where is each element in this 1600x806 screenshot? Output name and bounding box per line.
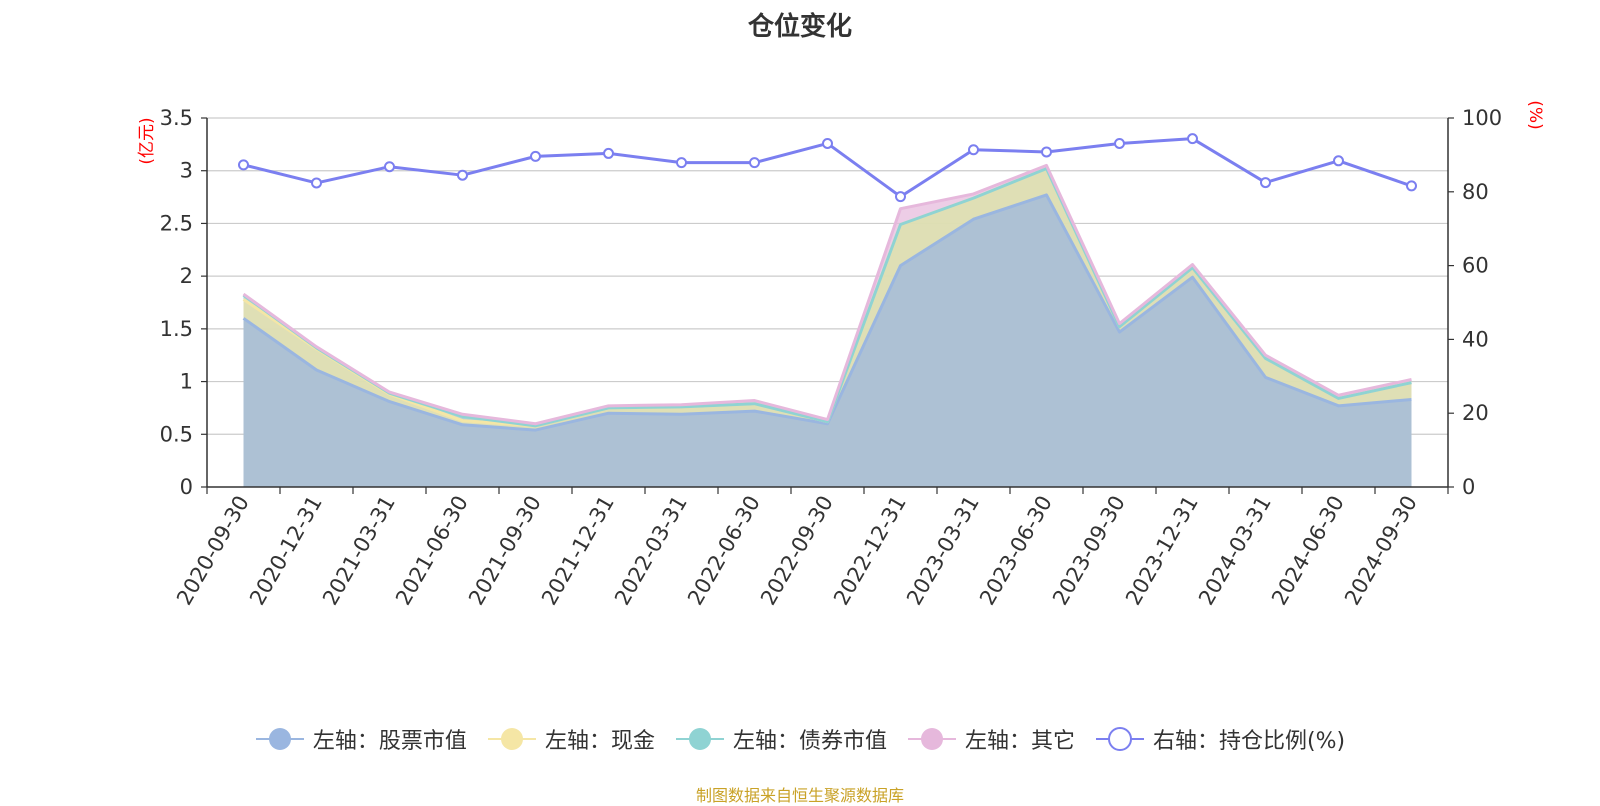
legend-item[interactable]: 左轴：现金 xyxy=(487,723,655,755)
right-tick-label: 100 xyxy=(1462,106,1502,130)
ratio-point xyxy=(457,169,468,181)
ratio-point xyxy=(530,150,541,162)
legend-label: 左轴：股票市值 xyxy=(312,729,467,754)
right-tick-label: 60 xyxy=(1462,254,1489,278)
left-tick-label: 3 xyxy=(180,159,193,183)
x-tick-label: 2023-12-31 xyxy=(1121,492,1203,610)
x-tick-label: 2021-09-30 xyxy=(464,492,546,610)
ratio-point xyxy=(384,161,395,173)
area-line-2 xyxy=(242,167,1412,428)
chart-title: 仓位变化 xyxy=(747,12,852,42)
x-tick-label: 2023-03-31 xyxy=(902,492,984,610)
left-tick-label: 2.5 xyxy=(160,211,193,235)
legend-label: 左轴：债券市值 xyxy=(732,729,887,754)
left-tick-label: 0.5 xyxy=(160,422,193,446)
area-line-3 xyxy=(242,163,1412,426)
right-axis-unit: (%) xyxy=(1525,100,1545,129)
ratio-point xyxy=(1333,155,1344,167)
x-tick-label: 2023-06-30 xyxy=(975,492,1057,610)
legend-swatch xyxy=(487,728,536,750)
source-note: 制图数据来自恒生聚源数据库 xyxy=(695,786,904,805)
legend-label: 左轴：现金 xyxy=(544,729,655,754)
left-tick-label: 3.5 xyxy=(160,106,193,130)
ratio-point xyxy=(676,157,687,169)
legend-swatch xyxy=(1095,727,1144,751)
x-tick-label: 2024-03-31 xyxy=(1194,492,1276,610)
left-tick-label: 0 xyxy=(180,475,193,499)
legend-swatch xyxy=(675,728,724,750)
x-tick-label: 2021-06-30 xyxy=(391,492,473,610)
legend: 左轴：股票市值 左轴：现金 左轴：债券市值 左轴：其它 右轴：持仓比例(%) xyxy=(0,722,1600,756)
left-tick-label: 1.5 xyxy=(160,317,193,341)
right-tick-label: 0 xyxy=(1462,475,1475,499)
ratio-point xyxy=(1260,177,1271,189)
right-tick-label: 20 xyxy=(1462,401,1489,425)
ratio-point xyxy=(1406,180,1417,192)
area-0 xyxy=(243,194,1412,487)
left-tick-label: 2 xyxy=(180,264,193,288)
legend-item[interactable]: 左轴：其它 xyxy=(907,723,1075,755)
ratio-point xyxy=(1114,137,1125,149)
right-tick-label: 40 xyxy=(1462,327,1489,351)
x-tick-label: 2021-03-31 xyxy=(318,492,400,610)
ratio-point xyxy=(238,159,249,171)
ratio-point xyxy=(822,137,833,149)
ratio-point xyxy=(1187,133,1198,145)
legend-item[interactable]: 右轴：持仓比例(%) xyxy=(1095,723,1345,755)
left-tick-label: 1 xyxy=(180,370,193,394)
x-tick-label: 2023-09-30 xyxy=(1048,492,1130,610)
x-tick-label: 2020-09-30 xyxy=(172,492,254,610)
x-tick-label: 2024-09-30 xyxy=(1340,492,1422,610)
ratio-point xyxy=(895,191,906,203)
ratio-point xyxy=(1041,146,1052,158)
legend-swatch xyxy=(255,728,304,750)
left-axis-unit: (亿元) xyxy=(137,117,157,164)
x-tick-label: 2020-12-31 xyxy=(245,492,327,610)
ratio-point xyxy=(749,157,760,169)
x-tick-label: 2022-09-30 xyxy=(756,492,838,610)
ratio-point xyxy=(968,144,979,156)
legend-item[interactable]: 左轴：股票市值 xyxy=(255,723,467,755)
area-line-0 xyxy=(242,193,1412,432)
right-tick-label: 80 xyxy=(1462,180,1489,204)
x-tick-label: 2024-06-30 xyxy=(1267,492,1349,610)
legend-label: 左轴：其它 xyxy=(964,729,1075,754)
legend-swatch xyxy=(907,728,956,750)
legend-label: 右轴：持仓比例(%) xyxy=(1152,729,1346,754)
ratio-point xyxy=(603,147,614,159)
ratio-point xyxy=(311,177,322,189)
x-tick-label: 2022-12-31 xyxy=(829,492,911,610)
legend-item[interactable]: 左轴：债券市值 xyxy=(675,723,887,755)
x-tick-label: 2022-06-30 xyxy=(683,492,765,610)
x-tick-label: 2021-12-31 xyxy=(537,492,619,610)
x-tick-label: 2022-03-31 xyxy=(610,492,692,610)
